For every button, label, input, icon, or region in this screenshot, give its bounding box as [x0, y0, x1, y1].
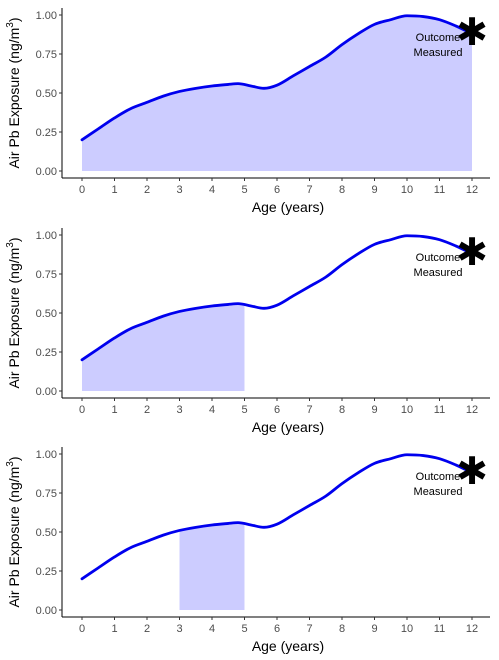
- x-tick-label: 11: [434, 184, 445, 196]
- y-tick-label: 1.00: [36, 230, 57, 242]
- x-tick-label: 5: [241, 623, 247, 635]
- annotation-measured: Measured: [414, 486, 463, 498]
- y-tick-label: 0.25: [36, 566, 57, 578]
- x-tick-label: 12: [466, 184, 478, 196]
- x-tick-label: 1: [111, 184, 117, 196]
- x-tick-label: 9: [371, 184, 377, 196]
- x-tick-label: 9: [371, 623, 377, 635]
- x-tick-label: 10: [401, 623, 413, 635]
- y-axis-title-main: Air Pb Exposure (ng/m: [6, 467, 22, 608]
- annotation-outcome: Outcome: [416, 471, 461, 483]
- y-tick-label: 0.00: [36, 166, 57, 178]
- x-axis-title: Age (years): [252, 419, 324, 435]
- x-tick-label: 7: [306, 623, 312, 635]
- y-tick-label: 0.50: [36, 527, 57, 539]
- y-axis-title-main: Air Pb Exposure (ng/m: [6, 248, 22, 389]
- y-tick-label: 1.00: [36, 449, 57, 461]
- x-tick-label: 3: [176, 404, 182, 416]
- y-axis-title: Air Pb Exposure (ng/m3): [5, 237, 22, 388]
- exposure-line: [80, 234, 474, 362]
- x-axis-title: Age (years): [252, 199, 324, 215]
- y-axis-title: Air Pb Exposure (ng/m3): [5, 17, 22, 168]
- x-tick-label: 6: [274, 404, 280, 416]
- y-axis-title-close: ): [6, 17, 22, 22]
- annotation-outcome: Outcome: [416, 252, 461, 264]
- x-tick-label: 9: [371, 404, 377, 416]
- y-axis-title-close: ): [6, 456, 22, 461]
- annotation-measured: Measured: [414, 47, 463, 59]
- x-tick-label: 4: [209, 184, 215, 196]
- x-axis-title: Age (years): [252, 638, 324, 654]
- x-tick-label: 6: [274, 623, 280, 635]
- y-tick-label: 0.25: [36, 347, 57, 359]
- x-tick-label: 6: [274, 184, 280, 196]
- x-tick-label: 12: [466, 404, 478, 416]
- x-tick-label: 11: [434, 404, 445, 416]
- x-tick-label: 11: [434, 623, 445, 635]
- x-tick-label: 12: [466, 623, 478, 635]
- y-axis-title-close: ): [6, 237, 22, 242]
- exposure-line: [80, 14, 474, 142]
- x-tick-label: 4: [209, 623, 215, 635]
- shaded-exposure-window: [179, 522, 245, 610]
- chart-panel-3: 0.000.250.500.751.000 1 2 3 4 5 6 7 8 9 10 11 12Age …: [5, 447, 490, 654]
- y-tick-label: 0.00: [36, 605, 57, 617]
- y-axis-title-sup: 3: [5, 22, 16, 28]
- x-tick-label: 2: [144, 404, 150, 416]
- x-tick-label: 2: [144, 184, 150, 196]
- shaded-exposure-window: [82, 15, 472, 172]
- x-tick-label: 8: [339, 184, 345, 196]
- exposure-line: [80, 453, 474, 581]
- outcome-marker-icon: ✱: [456, 10, 488, 54]
- x-tick-label: 0: [79, 404, 85, 416]
- chart-panel-2: 0.000.250.500.751.000 1 2 3 4 5 6 7 8 9 10 11 12Age …: [5, 228, 490, 435]
- x-tick-label: 5: [241, 184, 247, 196]
- x-tick-label: 10: [401, 184, 413, 196]
- y-axis-title-sup: 3: [5, 461, 16, 467]
- x-tick-label: 7: [306, 404, 312, 416]
- x-tick-label: 8: [339, 404, 345, 416]
- y-tick-label: 0.50: [36, 308, 57, 320]
- y-tick-label: 0.25: [36, 127, 57, 139]
- x-tick-label: 1: [111, 404, 117, 416]
- annotation-measured: Measured: [414, 267, 463, 279]
- x-tick-label: 2: [144, 623, 150, 635]
- y-tick-label: 0.75: [36, 269, 57, 281]
- y-tick-label: 0.75: [36, 49, 57, 61]
- x-tick-label: 5: [241, 404, 247, 416]
- x-tick-label: 10: [401, 404, 413, 416]
- outcome-marker-icon: ✱: [456, 230, 488, 274]
- y-axis-title-main: Air Pb Exposure (ng/m: [6, 28, 22, 169]
- shaded-exposure-window: [82, 303, 245, 391]
- x-tick-label: 1: [111, 623, 117, 635]
- y-tick-label: 1.00: [36, 10, 57, 22]
- x-tick-label: 3: [176, 623, 182, 635]
- x-tick-label: 8: [339, 623, 345, 635]
- y-axis-title-sup: 3: [5, 242, 16, 248]
- x-tick-label: 4: [209, 404, 215, 416]
- annotation-outcome: Outcome: [416, 32, 461, 44]
- y-tick-label: 0.50: [36, 88, 57, 100]
- x-tick-label: 3: [176, 184, 182, 196]
- outcome-marker-icon: ✱: [456, 449, 488, 493]
- x-tick-label: 7: [306, 184, 312, 196]
- y-axis-title: Air Pb Exposure (ng/m3): [5, 456, 22, 607]
- y-tick-label: 0.75: [36, 488, 57, 500]
- x-tick-label: 0: [79, 184, 85, 196]
- x-tick-label: 0: [79, 623, 85, 635]
- y-tick-label: 0.00: [36, 386, 57, 398]
- chart-panel-1: 0.000.250.500.751.000 1 2 3 4 5 6 7 8 9 10 11 12Age …: [5, 8, 490, 215]
